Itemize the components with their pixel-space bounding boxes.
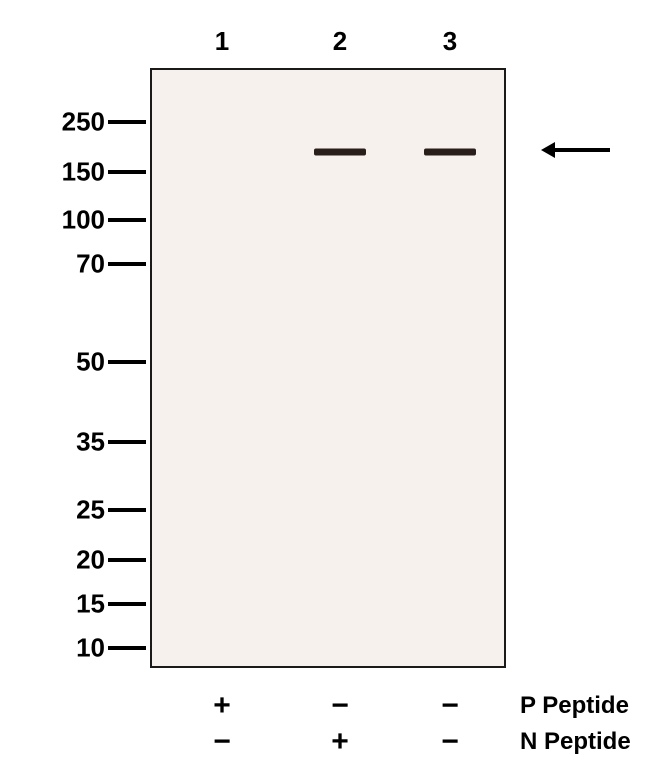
mw-label-25: 25 <box>0 495 105 526</box>
treatment-n-label: N Peptide <box>520 728 631 756</box>
mw-label-100: 100 <box>0 205 105 236</box>
treatment-p-lane2: − <box>331 691 349 721</box>
target-band-arrow-shaft <box>555 148 610 152</box>
lane-label-3: 3 <box>443 26 457 57</box>
lane-label-2: 2 <box>333 26 347 57</box>
mw-label-50: 50 <box>0 347 105 378</box>
treatment-p-lane1: + <box>213 691 231 721</box>
mw-tick-50 <box>108 360 146 364</box>
band-lane3 <box>424 149 476 156</box>
mw-label-35: 35 <box>0 427 105 458</box>
mw-label-20: 20 <box>0 545 105 576</box>
band-lane2 <box>314 149 366 156</box>
mw-tick-25 <box>108 508 146 512</box>
mw-label-10: 10 <box>0 633 105 664</box>
mw-tick-10 <box>108 646 146 650</box>
mw-label-70: 70 <box>0 249 105 280</box>
mw-label-250: 250 <box>0 107 105 138</box>
mw-tick-35 <box>108 440 146 444</box>
treatment-p-lane3: − <box>441 691 459 721</box>
mw-tick-15 <box>108 602 146 606</box>
mw-label-150: 150 <box>0 157 105 188</box>
mw-tick-20 <box>108 558 146 562</box>
mw-tick-100 <box>108 218 146 222</box>
mw-tick-150 <box>108 170 146 174</box>
lane-label-1: 1 <box>215 26 229 57</box>
treatment-p-label: P Peptide <box>520 692 629 720</box>
treatment-n-lane1: − <box>213 727 231 757</box>
mw-tick-250 <box>108 120 146 124</box>
treatment-n-lane2: + <box>331 727 349 757</box>
mw-label-15: 15 <box>0 589 105 620</box>
figure-canvas: { "type": "western-blot", "layout": { "b… <box>0 0 650 784</box>
target-band-arrow-head <box>541 142 555 158</box>
treatment-n-lane3: − <box>441 727 459 757</box>
mw-tick-70 <box>108 262 146 266</box>
blot-membrane <box>150 68 506 668</box>
